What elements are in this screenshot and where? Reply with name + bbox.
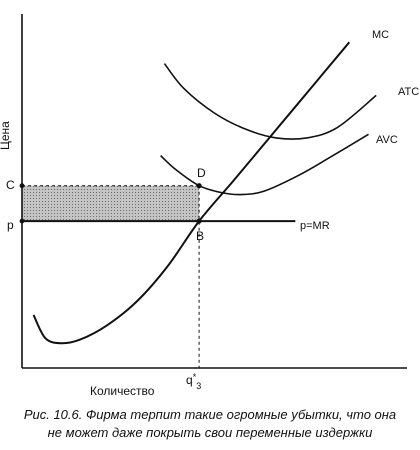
atc-curve xyxy=(163,63,377,140)
loss-area xyxy=(22,185,200,222)
caption-line-2: не может даже покрыть свои переменные из… xyxy=(47,425,373,440)
p-tick-label: p xyxy=(7,218,14,232)
c-axis-marker xyxy=(19,183,25,189)
pmr-label: p=MR xyxy=(300,220,330,232)
p-axis-marker xyxy=(19,218,25,224)
point-d-marker xyxy=(196,183,202,189)
point-d-label: D xyxy=(197,166,206,180)
point-b-marker xyxy=(196,218,202,224)
mc-label: MC xyxy=(372,29,389,41)
q-tick-label: q*3 xyxy=(186,372,201,391)
x-axis-label: Количество xyxy=(90,384,155,398)
c-tick-label: C xyxy=(6,178,15,192)
avc-curve xyxy=(160,133,369,196)
chart: MC ATC AVC p=MR C p D B Цена Количество … xyxy=(0,14,419,398)
y-axis-label: Цена xyxy=(0,121,12,150)
figure-caption: Рис. 10.6. Фирма терпит такие огромные у… xyxy=(0,406,420,442)
point-b-label: B xyxy=(196,229,204,243)
avc-label: AVC xyxy=(376,134,398,146)
mc-curve xyxy=(32,41,351,345)
caption-line-1: Рис. 10.6. Фирма терпит такие огромные у… xyxy=(23,407,397,422)
atc-label: ATC xyxy=(398,86,419,98)
